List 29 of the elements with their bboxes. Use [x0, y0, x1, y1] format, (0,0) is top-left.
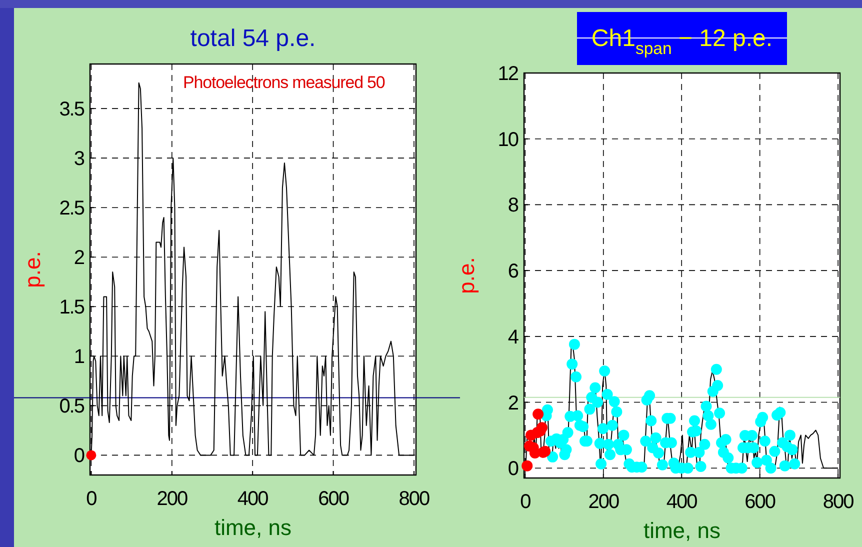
y-tick-label: 2 [508, 392, 519, 414]
y-tick-label: 2 [74, 247, 85, 270]
y-axis-title: p.e. [20, 251, 45, 288]
annotation: Photoelectrons measured 50 [183, 73, 385, 92]
y-tick-label: 0.5 [59, 396, 85, 418]
x-axis-title: time, ns [214, 515, 292, 540]
y-tick-label: 1 [74, 346, 85, 368]
y-tick-label: 2.5 [59, 198, 85, 220]
x-tick-label: 200 [156, 488, 188, 510]
y-tick-label: 3 [74, 148, 85, 170]
x-tick-label: 400 [666, 491, 698, 513]
y-tick-label: 0 [74, 445, 85, 468]
y-tick-label: 6 [508, 260, 519, 283]
x-tick-label: 600 [744, 491, 776, 513]
y-tick-label: 12 [498, 63, 519, 85]
chart-title: total 54 p.e. [190, 25, 316, 52]
y-tick-label: 10 [498, 128, 519, 151]
y-tick-label: 1.5 [59, 296, 85, 319]
y-tick-label: 3.5 [59, 98, 85, 121]
x-tick-label: 800 [398, 488, 430, 510]
x-tick-label: 600 [318, 488, 350, 510]
y-axis-title: p.e. [454, 257, 479, 294]
y-tick-label: 4 [508, 326, 519, 348]
y-tick-label: 0 [508, 458, 519, 480]
x-tick-label: 800 [822, 491, 854, 513]
x-tick-label: 200 [588, 491, 620, 513]
y-tick-label: 8 [508, 194, 519, 217]
x-axis-title: time, ns [643, 518, 721, 543]
x-tick-label: 400 [237, 488, 269, 510]
